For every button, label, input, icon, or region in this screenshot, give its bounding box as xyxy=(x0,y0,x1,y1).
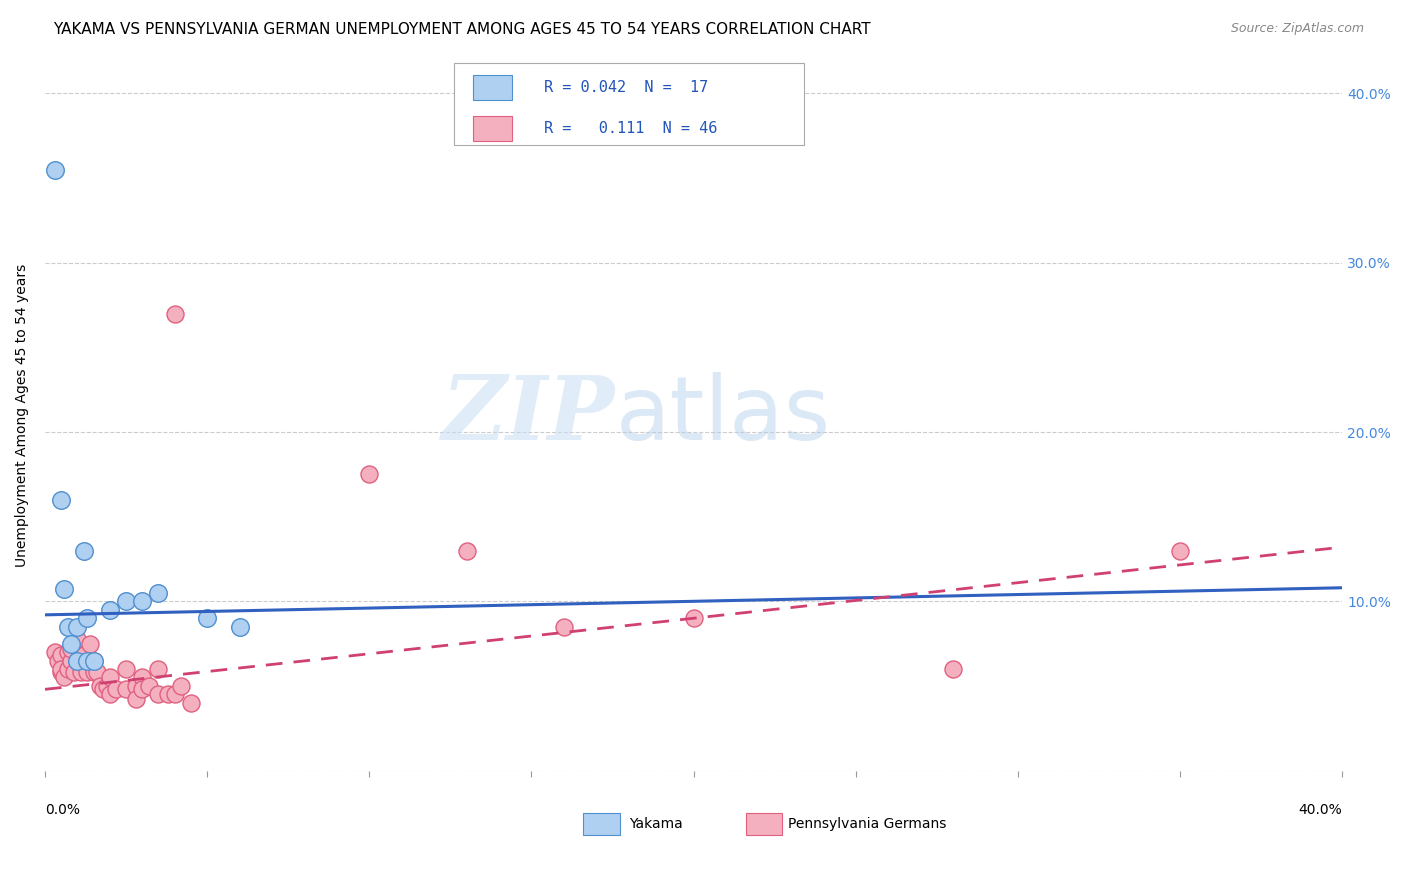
Point xyxy=(56,662,79,676)
Point xyxy=(59,654,82,668)
Point xyxy=(148,586,170,600)
Point xyxy=(115,662,138,676)
Point xyxy=(86,665,108,680)
Point xyxy=(53,671,76,685)
FancyBboxPatch shape xyxy=(472,116,512,141)
Point xyxy=(83,665,105,680)
Point xyxy=(79,637,101,651)
Point xyxy=(157,687,180,701)
Text: 40.0%: 40.0% xyxy=(1299,803,1343,816)
Point xyxy=(59,637,82,651)
Point xyxy=(89,679,111,693)
Point xyxy=(359,467,381,482)
Point xyxy=(51,492,73,507)
Text: R = 0.042  N =  17: R = 0.042 N = 17 xyxy=(544,80,709,95)
Point xyxy=(51,665,73,680)
Text: Source: ZipAtlas.com: Source: ZipAtlas.com xyxy=(1230,22,1364,36)
Point xyxy=(942,662,965,676)
Point xyxy=(51,648,73,663)
Point xyxy=(682,611,704,625)
Point xyxy=(163,687,186,701)
Point xyxy=(170,679,193,693)
Point xyxy=(66,654,89,668)
Point xyxy=(96,679,118,693)
Point xyxy=(51,662,73,676)
Point xyxy=(66,654,89,668)
Point xyxy=(228,620,250,634)
Point xyxy=(76,611,98,625)
Point xyxy=(73,543,96,558)
Point xyxy=(66,620,89,634)
Point xyxy=(553,620,575,634)
Text: 0.0%: 0.0% xyxy=(45,803,80,816)
Point xyxy=(76,654,98,668)
Text: atlas: atlas xyxy=(616,372,831,458)
Point xyxy=(59,641,82,656)
Point xyxy=(93,682,115,697)
Point xyxy=(73,648,96,663)
Point xyxy=(148,687,170,701)
FancyBboxPatch shape xyxy=(745,814,782,835)
FancyBboxPatch shape xyxy=(583,814,620,835)
Text: Yakama: Yakama xyxy=(628,817,682,831)
Point xyxy=(105,682,128,697)
Point xyxy=(115,682,138,697)
Text: Pennsylvania Germans: Pennsylvania Germans xyxy=(789,817,946,831)
Point xyxy=(98,687,121,701)
Point xyxy=(195,611,218,625)
Point xyxy=(131,671,153,685)
Point xyxy=(138,679,160,693)
Text: YAKAMA VS PENNSYLVANIA GERMAN UNEMPLOYMENT AMONG AGES 45 TO 54 YEARS CORRELATION: YAKAMA VS PENNSYLVANIA GERMAN UNEMPLOYME… xyxy=(53,22,872,37)
Text: ZIP: ZIP xyxy=(443,372,616,458)
Point xyxy=(66,632,89,646)
Y-axis label: Unemployment Among Ages 45 to 54 years: Unemployment Among Ages 45 to 54 years xyxy=(15,263,30,566)
Point xyxy=(163,306,186,320)
Point xyxy=(83,654,105,668)
Point xyxy=(1168,543,1191,558)
Point xyxy=(125,692,148,706)
Point xyxy=(98,603,121,617)
Point xyxy=(83,654,105,668)
Point xyxy=(44,645,66,659)
Text: R =   0.111  N = 46: R = 0.111 N = 46 xyxy=(544,121,718,136)
Point xyxy=(98,671,121,685)
FancyBboxPatch shape xyxy=(472,75,512,101)
Point xyxy=(180,696,202,710)
Point xyxy=(131,682,153,697)
Point xyxy=(131,594,153,608)
Point xyxy=(56,620,79,634)
Point xyxy=(115,594,138,608)
Point xyxy=(56,645,79,659)
Point xyxy=(53,582,76,597)
Point xyxy=(69,665,91,680)
Point xyxy=(148,662,170,676)
Point xyxy=(63,665,86,680)
Point xyxy=(456,543,478,558)
Point xyxy=(125,679,148,693)
FancyBboxPatch shape xyxy=(454,63,804,145)
Point xyxy=(46,654,69,668)
Point xyxy=(44,162,66,177)
Point xyxy=(76,665,98,680)
